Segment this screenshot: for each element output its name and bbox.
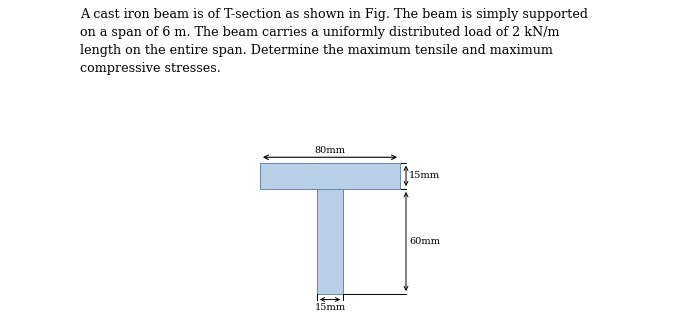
Text: A cast iron beam is of T-section as shown in Fig. The beam is simply supported
o: A cast iron beam is of T-section as show… <box>80 8 588 75</box>
Text: 15mm: 15mm <box>409 171 440 180</box>
Bar <box>260 163 400 189</box>
Bar <box>317 163 343 294</box>
Text: 80mm: 80mm <box>315 146 346 155</box>
Text: 15mm: 15mm <box>314 303 346 311</box>
Text: 60mm: 60mm <box>409 237 440 246</box>
